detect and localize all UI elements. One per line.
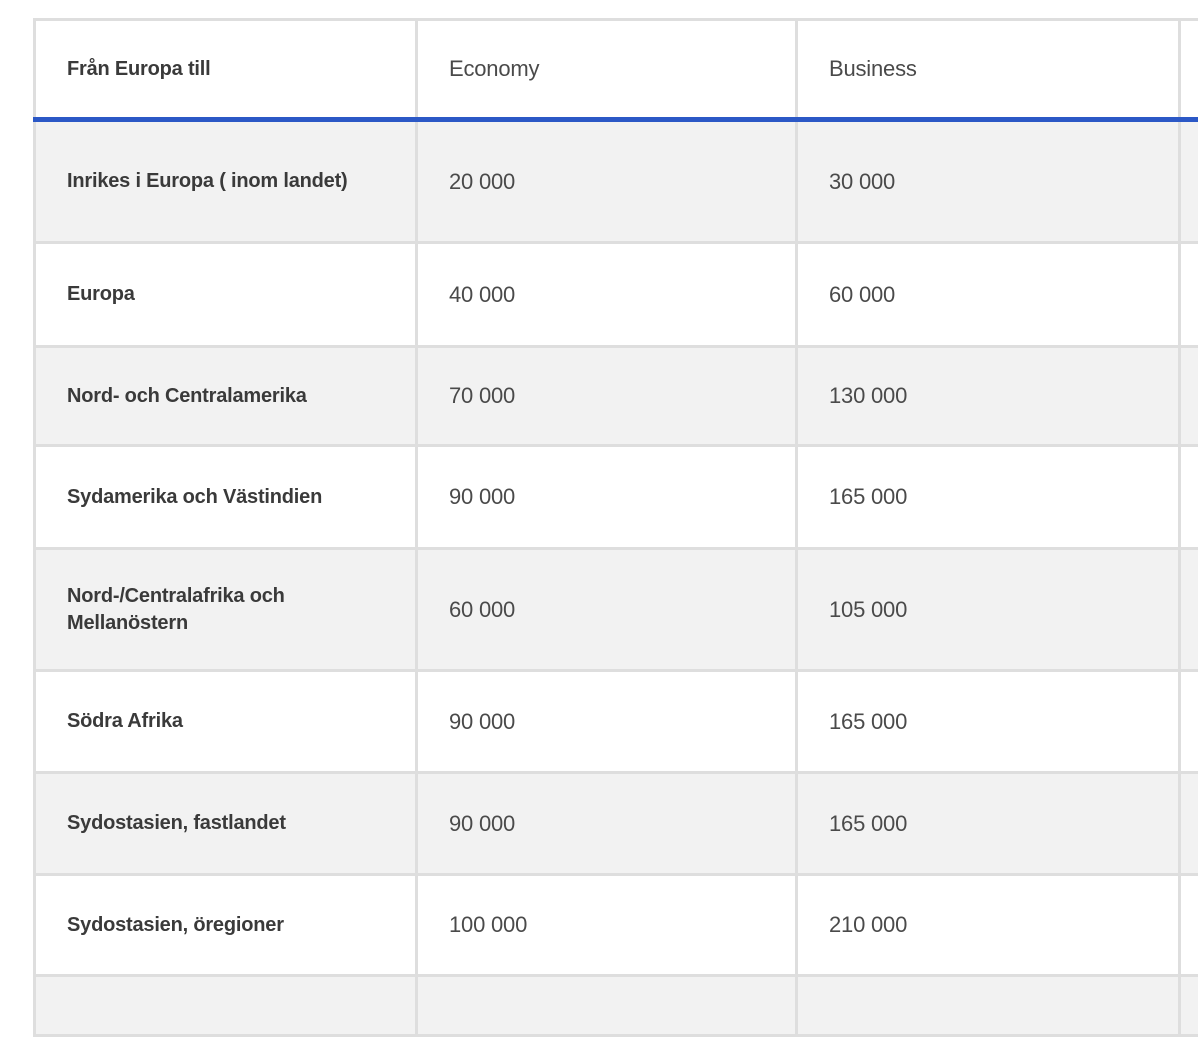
row-label-cell: Sydostasien, fastlandet <box>35 773 417 875</box>
award-points-table: Från Europa till Economy Business Inrike… <box>33 18 1198 1037</box>
table-row: Nord- och Centralamerika 70 000 130 000 <box>35 347 1198 446</box>
economy-value-cell: 40 000 <box>417 243 797 347</box>
column-header-from-europe-to: Från Europa till <box>35 20 417 120</box>
table-row: Sydostasien, öregioner 100 000 210 000 <box>35 875 1198 976</box>
cutoff-cell <box>1180 671 1198 773</box>
business-value-cell <box>797 976 1180 1036</box>
business-value-cell: 60 000 <box>797 243 1180 347</box>
economy-value-cell: 90 000 <box>417 671 797 773</box>
cutoff-cell <box>1180 243 1198 347</box>
business-value-cell: 105 000 <box>797 549 1180 671</box>
economy-value-cell: 90 000 <box>417 773 797 875</box>
row-label-cell: Europa <box>35 243 417 347</box>
cutoff-cell <box>1180 976 1198 1036</box>
table-row: Europa 40 000 60 000 <box>35 243 1198 347</box>
row-label-cell: Nord-/Centralafrika och Mellanöstern <box>35 549 417 671</box>
business-value-cell: 30 000 <box>797 120 1180 243</box>
column-header-economy: Economy <box>417 20 797 120</box>
row-label-cell: Inrikes i Europa ( inom landet) <box>35 120 417 243</box>
award-points-table-wrap: Från Europa till Economy Business Inrike… <box>33 18 1198 1037</box>
economy-value-cell: 60 000 <box>417 549 797 671</box>
economy-value-cell: 90 000 <box>417 446 797 549</box>
business-value-cell: 210 000 <box>797 875 1180 976</box>
table-row: Inrikes i Europa ( inom landet) 20 000 3… <box>35 120 1198 243</box>
table-row-partial <box>35 976 1198 1036</box>
header-row: Från Europa till Economy Business <box>35 20 1198 120</box>
table-row: Sydostasien, fastlandet 90 000 165 000 <box>35 773 1198 875</box>
economy-value-cell: 70 000 <box>417 347 797 446</box>
row-label-cell: Sydostasien, öregioner <box>35 875 417 976</box>
business-value-cell: 165 000 <box>797 446 1180 549</box>
cutoff-cell <box>1180 120 1198 243</box>
cutoff-cell <box>1180 875 1198 976</box>
column-header-cutoff <box>1180 20 1198 120</box>
business-value-cell: 130 000 <box>797 347 1180 446</box>
column-header-business: Business <box>797 20 1180 120</box>
economy-value-cell <box>417 976 797 1036</box>
economy-value-cell: 100 000 <box>417 875 797 976</box>
business-value-cell: 165 000 <box>797 671 1180 773</box>
row-label-cell: Södra Afrika <box>35 671 417 773</box>
row-label-cell <box>35 976 417 1036</box>
row-label-cell: Nord- och Centralamerika <box>35 347 417 446</box>
table-row: Nord-/Centralafrika och Mellanöstern 60 … <box>35 549 1198 671</box>
economy-value-cell: 20 000 <box>417 120 797 243</box>
business-value-cell: 165 000 <box>797 773 1180 875</box>
table-row: Södra Afrika 90 000 165 000 <box>35 671 1198 773</box>
cutoff-cell <box>1180 549 1198 671</box>
cutoff-cell <box>1180 347 1198 446</box>
table-row: Sydamerika och Västindien 90 000 165 000 <box>35 446 1198 549</box>
cutoff-cell <box>1180 446 1198 549</box>
row-label-cell: Sydamerika och Västindien <box>35 446 417 549</box>
cutoff-cell <box>1180 773 1198 875</box>
